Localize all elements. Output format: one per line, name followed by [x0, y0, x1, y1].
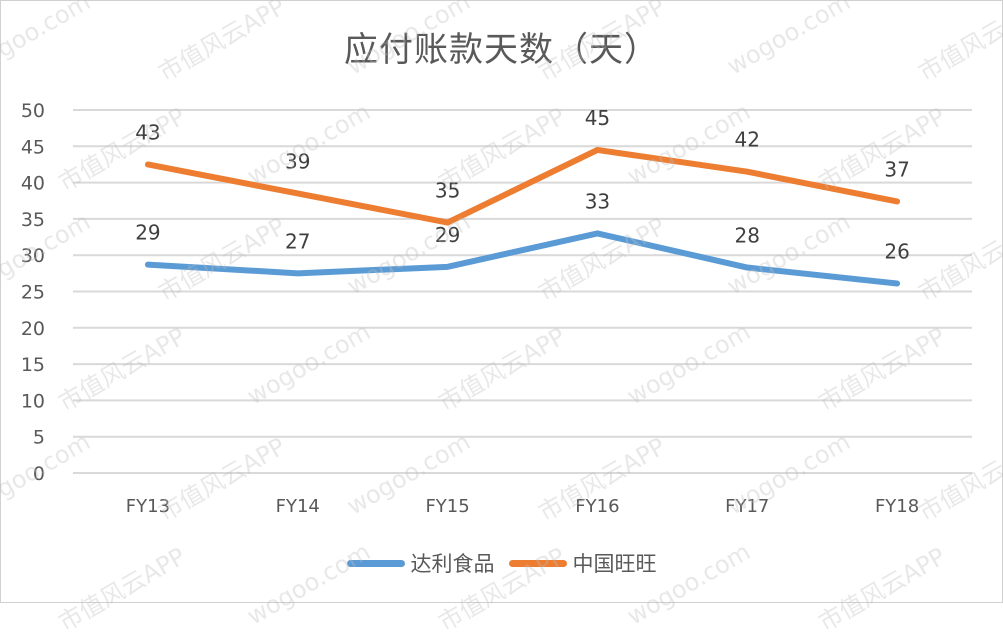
x-axis-ticks: FY13 FY14 FY15 FY16 FY17 FY18: [126, 496, 919, 517]
data-label: 27: [285, 229, 310, 253]
legend: 达利食品 中国旺旺: [0, 548, 1003, 578]
y-tick-label: 25: [21, 282, 45, 304]
y-tick-label: 50: [21, 100, 45, 122]
chart-frame: [0, 0, 1003, 603]
legend-label: 中国旺旺: [572, 552, 657, 576]
series-line: [144, 146, 901, 226]
chart-title: 应付账款天数（天）: [344, 30, 659, 70]
y-tick-label: 0: [33, 463, 45, 485]
data-label: 39: [285, 149, 310, 173]
legend-label: 达利食品: [410, 552, 495, 576]
series-line: [144, 230, 901, 287]
data-label: 43: [135, 120, 160, 144]
series-lines: [144, 146, 901, 287]
y-tick-label: 15: [21, 354, 45, 376]
x-tick-label: FY13: [126, 496, 170, 517]
data-label: 45: [585, 106, 610, 130]
x-tick-label: FY14: [276, 496, 320, 517]
y-tick-label: 10: [21, 390, 45, 412]
data-label: 29: [435, 223, 460, 247]
legend-swatch-orange-icon: [508, 559, 567, 567]
data-label: 33: [585, 189, 610, 213]
y-tick-label: 30: [21, 245, 45, 267]
data-label: 42: [735, 128, 760, 152]
legend-item-dali[interactable]: 达利食品: [346, 548, 495, 578]
legend-item-wangwang[interactable]: 中国旺旺: [508, 548, 657, 578]
data-label: 26: [884, 240, 909, 264]
y-tick-label: 20: [21, 318, 45, 340]
data-label: 29: [135, 221, 160, 245]
x-tick-label: FY17: [725, 496, 769, 517]
data-label: 35: [435, 179, 460, 203]
y-tick-label: 35: [21, 209, 45, 231]
x-tick-label: FY16: [575, 496, 619, 517]
y-tick-label: 40: [21, 173, 45, 195]
data-label: 37: [884, 157, 909, 181]
x-tick-label: FY15: [425, 496, 469, 517]
data-label: 28: [735, 224, 760, 248]
y-tick-label: 45: [21, 136, 45, 158]
x-tick-label: FY18: [875, 496, 919, 517]
legend-swatch-blue-icon: [346, 559, 405, 567]
y-tick-label: 5: [33, 427, 45, 449]
gridlines: [73, 109, 972, 474]
y-axis-ticks: 0 5 10 15 20 25 30 35 40 45 50: [21, 100, 45, 485]
data-labels: 29 27 29 33 28 26 43 39 35 45 42 37: [135, 106, 910, 264]
